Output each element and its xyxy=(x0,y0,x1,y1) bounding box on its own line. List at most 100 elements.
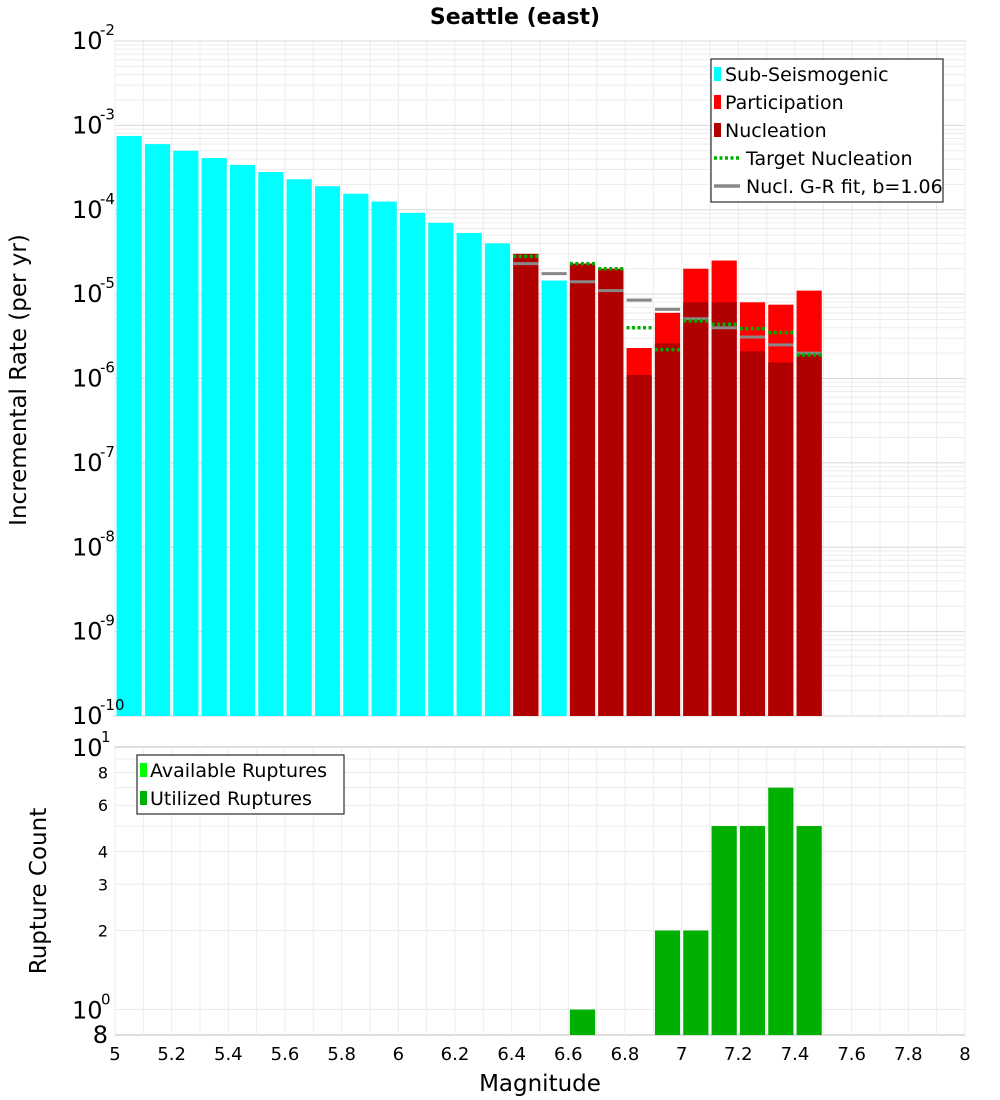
bottom-y-axis-label: Rupture Count xyxy=(26,808,52,974)
x-tick-label: 7.6 xyxy=(837,1044,866,1065)
x-tick-label: 6.6 xyxy=(554,1044,583,1065)
bottom-bars xyxy=(569,787,822,1035)
y-tick-exponent: -5 xyxy=(100,274,115,292)
y-tick-exponent: 0 xyxy=(101,991,111,1009)
sub-seismogenic-bar xyxy=(286,179,312,716)
x-tick-label: 7.2 xyxy=(724,1044,753,1065)
x-tick-label: 5.4 xyxy=(214,1044,243,1065)
sub-seismogenic-bar xyxy=(173,150,199,716)
x-tick-label: 5.6 xyxy=(271,1044,300,1065)
y-tick-exponent: -2 xyxy=(100,21,115,39)
y-tick-exponent: -8 xyxy=(100,527,115,545)
y-tick-exponent: -6 xyxy=(100,359,115,377)
utilized-ruptures-bar xyxy=(768,787,794,1035)
nucleation-bar xyxy=(569,263,596,716)
utilized-ruptures-bar xyxy=(739,826,766,1035)
utilized-ruptures-bar xyxy=(796,826,822,1035)
y-tick-exponent: -7 xyxy=(100,443,115,461)
nucleation-bar xyxy=(683,302,709,716)
sub-seismogenic-bar xyxy=(484,243,511,717)
legend-label: Sub-Seismogenic xyxy=(725,64,889,86)
sub-seismogenic-bar xyxy=(229,164,256,716)
sub-seismogenic-bar xyxy=(201,158,227,716)
x-tick-label: 7.8 xyxy=(894,1044,923,1065)
bottom-legend: Available Ruptures Utilized Ruptures xyxy=(136,754,345,815)
y-tick-base: 10 xyxy=(72,618,103,646)
x-axis-label: Magnitude xyxy=(479,1071,601,1097)
sub-seismogenic-bar xyxy=(314,186,341,716)
nucleation-bar xyxy=(796,354,822,716)
nucleation-bar xyxy=(768,362,794,716)
legend-swatch xyxy=(714,67,721,81)
legend-swatch xyxy=(714,95,721,109)
utilized-ruptures-bar xyxy=(711,826,737,1035)
bottom-y-major-tick: 100 xyxy=(72,991,111,1025)
top-y-tick: 10-5 xyxy=(72,274,115,308)
nucleation-bar xyxy=(654,343,681,716)
x-tick-label: 5.2 xyxy=(157,1044,186,1065)
x-tick-label: 7 xyxy=(676,1044,687,1065)
legend-label: Target Nucleation xyxy=(745,148,913,170)
y-tick-base: 10 xyxy=(72,533,103,561)
bottom-legend-box xyxy=(136,754,345,815)
x-tick-label: 6.4 xyxy=(497,1044,526,1065)
legend-label: Utilized Ruptures xyxy=(150,788,312,810)
top-y-tick: 10-9 xyxy=(72,612,115,646)
bottom-y-minor-tick: 3 xyxy=(98,875,108,894)
y-tick-base: 10 xyxy=(72,997,103,1025)
utilized-ruptures-bar xyxy=(654,930,681,1035)
utilized-ruptures-bar xyxy=(569,1009,596,1035)
sub-seismogenic-bar xyxy=(258,172,284,716)
top-y-tick: 10-8 xyxy=(72,527,115,561)
sub-seismogenic-bar xyxy=(116,135,142,717)
sub-seismogenic-bar xyxy=(456,233,482,716)
x-tick-label: 5 xyxy=(109,1044,120,1065)
chart-title: Seattle (east) xyxy=(430,5,600,30)
y-tick-exponent: -9 xyxy=(100,612,115,630)
sub-seismogenic-bar xyxy=(399,212,426,716)
bottom-y-minor-tick: 8 xyxy=(93,1021,108,1049)
legend-label: Nucl. G-R fit, b=1.06 xyxy=(746,176,943,198)
y-tick-base: 10 xyxy=(72,27,103,55)
y-tick-exponent: 1 xyxy=(101,728,111,746)
y-tick-base: 10 xyxy=(72,702,103,730)
top-marker-lines xyxy=(513,254,822,357)
y-tick-base: 10 xyxy=(72,280,103,308)
x-tick-label: 6.2 xyxy=(441,1044,470,1065)
y-tick-exponent: -4 xyxy=(100,190,115,208)
legend-swatch xyxy=(140,791,147,805)
y-tick-exponent: -3 xyxy=(100,105,115,123)
x-tick-labels: 5 5.2 5.4 5.6 5.8 6 6.2 6.4 6.6 6.8 7 7.2 7.4 7.6 7.8 8 xyxy=(109,1044,970,1065)
sub-seismogenic-bar xyxy=(371,201,397,716)
top-y-tick: 10-6 xyxy=(72,359,115,393)
top-y-tick: 10-7 xyxy=(72,443,115,477)
top-y-axis-label: Incremental Rate (per yr) xyxy=(6,234,32,526)
y-tick-base: 10 xyxy=(72,111,103,139)
x-tick-label: 6 xyxy=(393,1044,404,1065)
bottom-y-major-tick: 101 xyxy=(72,728,111,762)
top-y-tick: 10-10 xyxy=(72,696,125,730)
legend-label: Available Ruptures xyxy=(150,760,327,782)
x-tick-label: 8 xyxy=(959,1044,970,1065)
y-tick-base: 10 xyxy=(72,734,103,762)
bottom-y-minor-tick: 2 xyxy=(98,922,108,941)
bottom-y-minor-tick: 6 xyxy=(98,796,108,815)
y-tick-exponent: -10 xyxy=(100,696,125,714)
sub-seismogenic-bar xyxy=(541,280,567,716)
legend-swatch xyxy=(714,123,721,137)
legend-label: Nucleation xyxy=(725,120,827,142)
y-tick-base: 10 xyxy=(72,449,103,477)
sub-seismogenic-bar xyxy=(144,144,171,716)
legend-swatch xyxy=(140,763,147,777)
top-y-tick: 10-3 xyxy=(72,105,115,139)
nucleation-bar xyxy=(739,351,766,716)
sub-seismogenic-bar xyxy=(343,193,369,716)
nucleation-bar xyxy=(711,302,737,716)
top-bars xyxy=(116,135,822,717)
x-tick-label: 5.8 xyxy=(327,1044,356,1065)
x-tick-label: 7.4 xyxy=(781,1044,810,1065)
x-tick-label: 6.8 xyxy=(611,1044,640,1065)
